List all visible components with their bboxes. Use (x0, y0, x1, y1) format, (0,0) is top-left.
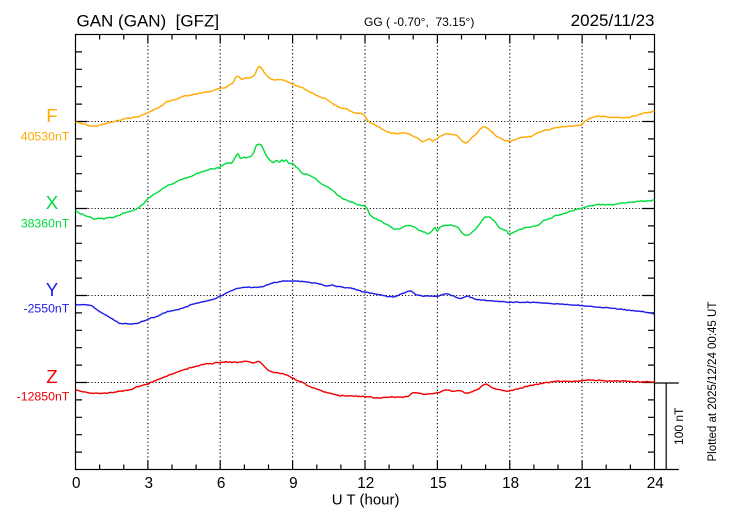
svg-text:18: 18 (502, 475, 519, 492)
svg-text:-12850nT: -12850nT (17, 390, 70, 404)
svg-text:15: 15 (430, 475, 447, 492)
svg-text:6: 6 (217, 475, 226, 492)
svg-text:40530nT: 40530nT (21, 129, 70, 143)
svg-text:12: 12 (357, 475, 374, 492)
svg-text:U T (hour): U T (hour) (332, 492, 400, 509)
svg-text:0: 0 (72, 475, 81, 492)
svg-text:3: 3 (144, 475, 153, 492)
svg-text:X: X (46, 192, 59, 213)
svg-text:Z: Z (46, 366, 57, 387)
svg-text:Y: Y (46, 279, 59, 300)
svg-text:F: F (46, 105, 57, 126)
svg-text:GAN (GAN) [GFZ]: GAN (GAN) [GFZ] (77, 12, 220, 31)
svg-text:GG ( -0.70°, 73.15°): GG ( -0.70°, 73.15°) (364, 15, 474, 29)
svg-text:21: 21 (574, 475, 591, 492)
svg-text:-2550nT: -2550nT (23, 301, 69, 315)
svg-text:9: 9 (289, 475, 298, 492)
svg-text:2025/11/23: 2025/11/23 (571, 11, 655, 30)
svg-text:24: 24 (647, 475, 665, 492)
svg-text:38360nT: 38360nT (21, 216, 70, 230)
svg-text:Plotted at 2025/12/24 00:45 UT: Plotted at 2025/12/24 00:45 UT (707, 302, 719, 462)
svg-text:100 nT: 100 nT (672, 407, 686, 445)
